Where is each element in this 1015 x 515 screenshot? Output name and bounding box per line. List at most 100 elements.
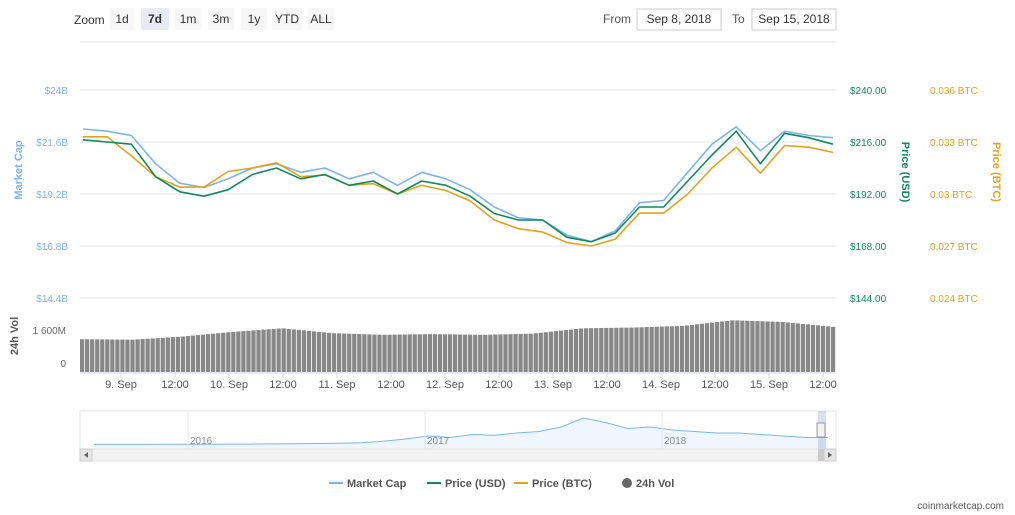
volume-bar — [493, 334, 498, 372]
volume-bar — [261, 329, 266, 372]
volume-bar — [578, 328, 584, 372]
x-tick-label: 12:00 — [809, 379, 837, 391]
market-cap-line — [82, 126, 834, 243]
volume-bar — [780, 321, 785, 372]
zoom-label: Zoom — [74, 13, 105, 27]
volume-bar — [478, 334, 483, 372]
volume-bar — [427, 334, 432, 372]
from-label: From — [603, 12, 631, 26]
volume-bar — [291, 329, 296, 372]
volume-bar — [266, 329, 271, 372]
legend-item-price-btc[interactable]: Price (BTC) — [514, 478, 592, 490]
zoom-button-3m[interactable]: 3m — [208, 8, 234, 30]
to-date-input[interactable] — [751, 8, 837, 31]
y-tick-label: 0.024 BTC — [930, 294, 978, 305]
volume-bar — [216, 333, 221, 372]
volume-bar — [392, 334, 397, 372]
volume-bar — [488, 334, 493, 372]
volume-bar — [513, 334, 518, 372]
volume-bar — [311, 331, 317, 372]
volume-bar — [251, 330, 256, 372]
zoom-button-7d[interactable]: 7d — [141, 8, 169, 30]
to-label: To — [732, 12, 745, 26]
volume-axis-title: 24h Vol — [9, 317, 21, 355]
volume-bar — [599, 328, 604, 372]
navigator-handle[interactable] — [816, 422, 826, 438]
volume-bar — [735, 320, 740, 372]
zoom-button-label: 1y — [248, 12, 261, 26]
navigator[interactable]: 2016 2017 2018 — [79, 410, 837, 462]
zoom-button-label: 1m — [180, 12, 197, 26]
volume-bar — [377, 334, 382, 372]
volume-bar — [518, 333, 523, 372]
volume-bar — [740, 320, 745, 372]
volume-bar — [473, 334, 478, 372]
zoom-button-1y[interactable]: 1y — [241, 8, 267, 30]
y-tick-label: $21.6B — [36, 138, 68, 149]
market-cap-axis-title: Market Cap — [13, 140, 25, 200]
volume-bar — [458, 334, 463, 372]
volume-bar — [498, 334, 503, 372]
legend-circle-symbol — [622, 478, 632, 488]
volume-bar — [830, 326, 836, 372]
volume-bar — [528, 333, 533, 372]
volume-bar — [85, 339, 90, 372]
volume-bar — [523, 333, 528, 372]
volume-bar — [442, 334, 448, 372]
x-tick-label: 12:00 — [161, 379, 189, 391]
volume-bar — [825, 326, 831, 372]
y-tick-label: $144.00 — [850, 294, 887, 305]
volume-bar — [407, 334, 412, 372]
scrollbar-thumb[interactable] — [818, 449, 826, 461]
volume-bar — [704, 323, 710, 372]
volume-bar — [609, 327, 614, 372]
volume-bar — [271, 328, 276, 372]
volume-bar — [684, 325, 690, 372]
volume-bar — [604, 327, 609, 372]
volume-tick-label: 1 600M — [33, 326, 66, 337]
volume-bar — [558, 330, 564, 372]
navigator-line — [94, 417, 828, 445]
toolbar: Zoom 1d 7d 1m 3m 1y YTD ALL From Sep 8, 2018 T… — [74, 8, 837, 31]
volume-bar — [382, 334, 387, 372]
x-tick-label: 11. Sep — [318, 379, 355, 391]
zoom-buttons: 1d 7d 1m 3m 1y YTD ALL — [110, 8, 334, 30]
zoom-button-label: YTD — [275, 12, 299, 26]
arrow-right-icon — [828, 452, 832, 458]
volume-bar — [664, 326, 669, 372]
x-tick-label: 12:00 — [377, 379, 405, 391]
volume-bar — [437, 334, 443, 372]
price-btc-line — [83, 136, 834, 247]
from-date-input[interactable] — [636, 8, 722, 31]
volume-bar — [533, 333, 538, 372]
volume-bar — [105, 339, 110, 372]
volume-bar — [337, 333, 342, 372]
volume-bar — [236, 331, 241, 372]
navigator-area — [94, 418, 828, 449]
volume-bar — [100, 339, 105, 372]
volume-bar — [463, 334, 468, 372]
volume-tick-label: 0 — [60, 359, 66, 370]
volume-bar — [674, 326, 679, 372]
y-tick-label: 0.03 BTC — [930, 190, 972, 201]
volume-bar — [538, 332, 543, 372]
x-tick-label: 13. Sep — [534, 379, 572, 391]
scrollbar-track[interactable] — [79, 448, 837, 462]
legend-item-24h-vol[interactable]: 24h Vol — [622, 478, 674, 490]
volume-bar — [614, 327, 619, 372]
zoom-button-1m[interactable]: 1m — [175, 8, 201, 30]
price-usd-axis: $240.00 $216.00 $192.00 $168.00 $144.00 — [850, 86, 887, 305]
zoom-button-ALL[interactable]: ALL — [308, 8, 334, 30]
volume-bar — [286, 328, 291, 372]
zoom-button-1d[interactable]: 1d — [110, 8, 134, 30]
volume-bar — [301, 330, 306, 372]
legend-label: Price (BTC) — [532, 478, 592, 490]
from-date-value: Sep 8, 2018 — [647, 12, 712, 26]
price-usd-line — [82, 130, 834, 243]
legend-item-market-cap[interactable]: Market Cap — [329, 478, 407, 490]
legend-item-price-usd[interactable]: Price (USD) — [427, 478, 506, 490]
volume-bar — [790, 322, 795, 372]
zoom-button-YTD[interactable]: YTD — [272, 8, 302, 30]
volume-bar — [95, 339, 100, 372]
